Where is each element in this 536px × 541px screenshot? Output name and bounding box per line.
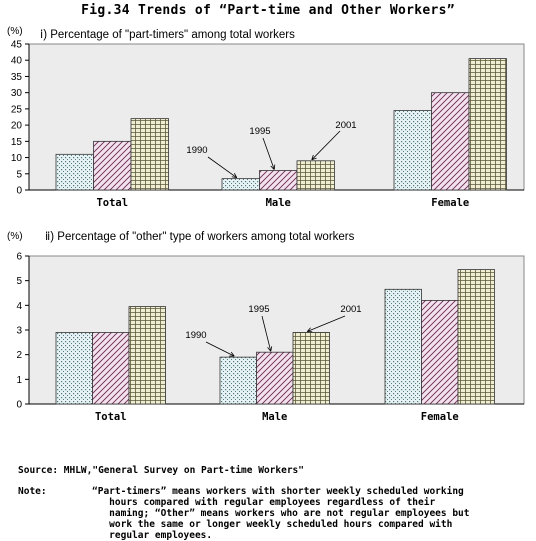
y-tick-label: 35 bbox=[11, 72, 23, 83]
y-tick-label: 20 bbox=[11, 121, 23, 132]
bar-1995-female bbox=[421, 299, 459, 405]
bar-2001-female bbox=[468, 58, 507, 191]
series-arrow-head bbox=[311, 154, 317, 161]
y-tick-label: 4 bbox=[16, 301, 22, 312]
bar-1995-male bbox=[256, 351, 294, 405]
series-label-2001: 2001 bbox=[335, 120, 356, 131]
series-arrow-head bbox=[306, 327, 313, 333]
series-arrow-line bbox=[205, 341, 235, 357]
note-line: “Part-timers” means workers with shorter… bbox=[92, 486, 464, 497]
note-line: naming; “Other” means workers who are no… bbox=[92, 508, 470, 519]
y-tick-label: 6 bbox=[16, 252, 22, 263]
y-tick-label: 25 bbox=[11, 104, 23, 115]
y-tick-label: 10 bbox=[11, 153, 23, 164]
series-label-2001: 2001 bbox=[340, 304, 361, 315]
bar-2001-male bbox=[292, 332, 330, 405]
chart1-title: ⅰ) Percentage of "part-timers" among tot… bbox=[40, 29, 295, 41]
series-arrow-line bbox=[262, 137, 275, 170]
category-label: Total bbox=[96, 197, 128, 209]
series-arrow-line bbox=[207, 156, 237, 178]
y-tick-label: 45 bbox=[11, 40, 23, 51]
bar-1990-female bbox=[393, 110, 432, 191]
bar-2001-total bbox=[130, 118, 169, 191]
source-line: Source: MHLW,"General Survey on Part-tim… bbox=[18, 465, 304, 476]
series-arrow-head bbox=[229, 351, 235, 357]
bar-1990-female bbox=[384, 288, 422, 405]
y-tick-label: 0 bbox=[16, 186, 22, 197]
note-line: regular employees. bbox=[92, 530, 213, 541]
bar-2001-female bbox=[457, 269, 495, 405]
category-label: Male bbox=[262, 411, 287, 423]
note-block: Note: “Part-timers” means workers with s… bbox=[18, 486, 470, 541]
series-arrow-head bbox=[267, 346, 273, 352]
series-arrow-line bbox=[261, 315, 272, 352]
figure-title: Fig.34 Trends of “Part-time and Other Wo… bbox=[81, 3, 455, 18]
category-label: Total bbox=[95, 411, 127, 423]
bar-1995-female bbox=[431, 92, 470, 191]
series-label-1990: 1990 bbox=[185, 330, 206, 341]
category-label: Female bbox=[421, 411, 459, 423]
y-tick-label: 30 bbox=[11, 88, 23, 99]
series-arrow-line bbox=[307, 315, 346, 332]
bar-2001-total bbox=[128, 306, 166, 405]
y-tick-label: 15 bbox=[11, 137, 23, 148]
y-tick-label: 5 bbox=[16, 276, 22, 287]
bar-1995-total bbox=[93, 140, 132, 191]
note-line: work the same or longer weekly scheduled… bbox=[92, 519, 453, 530]
category-label: Male bbox=[266, 197, 291, 209]
series-arrow-head bbox=[270, 164, 276, 170]
chart2-unit: (%) bbox=[7, 231, 23, 242]
y-tick-label: 3 bbox=[16, 326, 22, 337]
series-label-1995: 1995 bbox=[249, 126, 270, 137]
series-label-1995: 1995 bbox=[248, 304, 269, 315]
y-tick-label: 2 bbox=[16, 350, 22, 361]
bar-1990-total bbox=[55, 332, 93, 405]
y-tick-label: 5 bbox=[16, 169, 22, 180]
category-label: Female bbox=[431, 197, 469, 209]
chart2-title: ⅱ) Percentage of "other" type of workers… bbox=[45, 231, 355, 243]
y-tick-label: 0 bbox=[16, 400, 22, 411]
series-arrow-head bbox=[231, 173, 238, 179]
note-text: “Part-timers” means workers with shorter… bbox=[92, 486, 470, 541]
note-label: Note: bbox=[18, 486, 47, 497]
bar-2001-male bbox=[296, 160, 335, 191]
bar-1995-total bbox=[92, 332, 130, 405]
chart1-unit: (%) bbox=[7, 26, 23, 37]
series-arrow-line bbox=[311, 130, 341, 161]
bar-1990-male bbox=[219, 356, 257, 405]
y-tick-label: 1 bbox=[16, 375, 22, 386]
note-line: hours compared with regular employees re… bbox=[92, 497, 436, 508]
y-tick-label: 40 bbox=[11, 56, 23, 67]
series-label-1990: 1990 bbox=[186, 145, 207, 156]
bar-1990-total bbox=[55, 153, 94, 191]
